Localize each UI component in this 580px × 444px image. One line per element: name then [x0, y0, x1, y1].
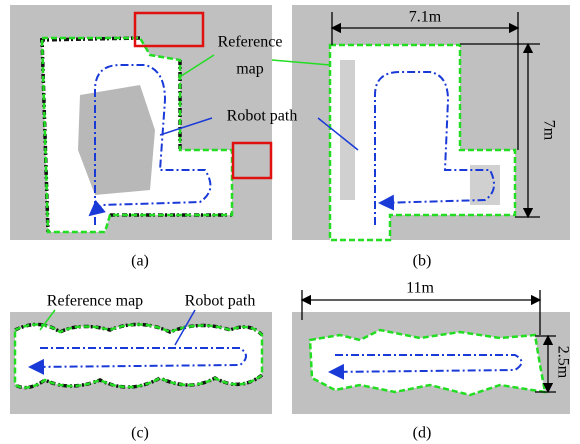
figure: (a) 7.1m 7m (b) Reference map Robot path…: [0, 0, 580, 444]
panel-b: 7.1m 7m (b): [272, 5, 570, 270]
panel-c: Reference map Robot path (c): [10, 293, 272, 442]
panel-label: (c): [131, 425, 149, 442]
width-label: 7.1m: [409, 9, 442, 26]
height-label: 2.5m: [554, 346, 571, 379]
panel-label: (d): [413, 425, 432, 442]
width-label: 11m: [406, 280, 434, 297]
free-space: [15, 324, 262, 387]
annotation: Robot path: [185, 293, 256, 310]
height-label: 7m: [540, 120, 557, 141]
annotation: Reference map: [47, 293, 143, 310]
annotation: Robot path: [227, 108, 298, 125]
panel-d: 11m 2.5m (d): [292, 280, 571, 442]
panel-label: (a): [131, 253, 149, 270]
annotation: Reference: [218, 34, 283, 51]
panel-label: (b): [413, 253, 432, 270]
annotation: map: [236, 61, 264, 78]
obstacle: [78, 85, 155, 195]
